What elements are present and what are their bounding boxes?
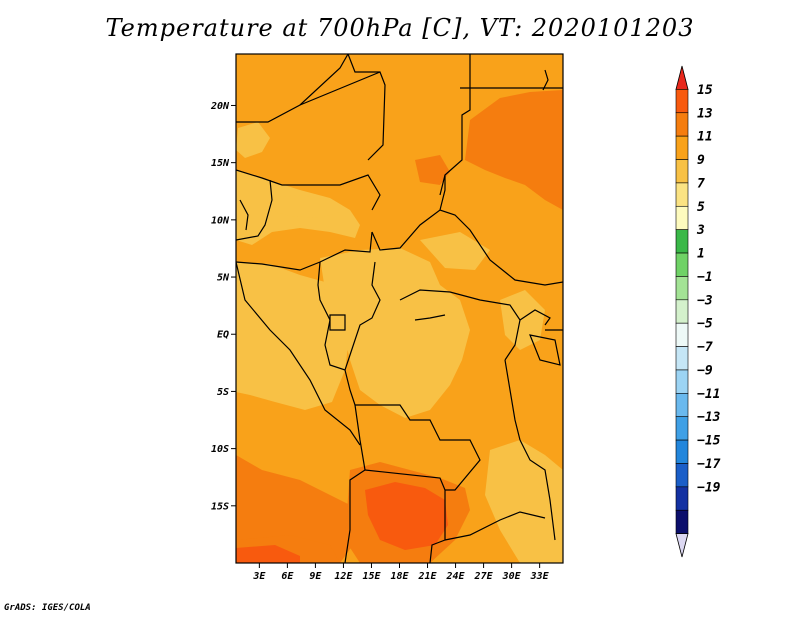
colorbar-swatch: [675, 439, 689, 464]
colorbar-swatch: [675, 299, 689, 324]
chart-title: Temperature at 700hPa [C], VT: 202010120…: [105, 14, 695, 42]
grads-credit: GrADS: IGES/COLA: [4, 603, 91, 613]
colorbar-swatch: [675, 112, 689, 137]
colorbar-swatch: [675, 89, 689, 114]
x-tick-label: 21E: [417, 571, 437, 582]
y-tick-label: 10N: [211, 215, 230, 226]
colorbar-swatch: [675, 393, 689, 418]
axis-ticks: 3E 6E 9E 12E 15E 18E 21E 24E 27E 30E 33E 20N 15N 10N 5…: [210, 101, 550, 582]
colorbar-swatch: [675, 135, 689, 160]
x-tick-label: 6E: [281, 571, 294, 582]
country-borders: [236, 54, 563, 563]
y-tick-label: 10S: [211, 444, 229, 455]
x-tick-label: 27E: [474, 571, 494, 582]
colorbar-label: −3: [697, 293, 713, 308]
y-tick-label: 20N: [210, 101, 230, 112]
colorbar-label: −5: [697, 317, 713, 332]
y-tick-label: 5S: [217, 387, 229, 398]
colorbar-swatch: [675, 276, 689, 301]
field-northeast-sudan-warm: [465, 90, 563, 210]
x-tick-label: 15E: [362, 571, 381, 582]
colorbar-label: −9: [697, 363, 713, 378]
colorbar-swatch: [675, 463, 689, 488]
x-tick-label: 18E: [390, 571, 409, 582]
y-tick-label: 15S: [211, 501, 229, 512]
x-tick-label: 3E: [252, 571, 266, 582]
field-southern-angola-warm: [236, 455, 360, 563]
colorbar-label: −13: [697, 410, 721, 425]
colorbar-swatch: [675, 229, 689, 254]
colorbar-swatch: [675, 322, 689, 347]
colorbar-label: −7: [697, 340, 713, 355]
field-sahel-cooler-band: [236, 122, 270, 158]
colorbar-label: 13: [697, 106, 713, 121]
field-west-coast-cool: [485, 440, 563, 563]
colorbar-swatch: [675, 182, 689, 207]
colorbar-swatch: [675, 252, 689, 277]
colorbar-swatch: [675, 346, 689, 371]
colorbar-label: 11: [697, 130, 713, 145]
colorbar-label: 7: [697, 176, 705, 191]
colorbar-label: −19: [697, 480, 721, 495]
colorbar-swatch: [675, 416, 689, 441]
colorbar-label: 5: [697, 200, 705, 215]
colorbar-label: −1: [697, 270, 713, 285]
temperature-field: [236, 54, 563, 563]
y-tick-label: EQ: [217, 330, 229, 341]
colorbar-label: −11: [697, 387, 720, 402]
field-kalahari-hotspot: [236, 545, 300, 563]
field-sahel-cooler-band: [500, 290, 545, 350]
colorbar-label: −17: [697, 457, 721, 472]
colorbar-top-triangle: [675, 65, 689, 90]
colorbar-label: 9: [697, 153, 705, 168]
x-tick-label: 9E: [309, 571, 322, 582]
colorbar-label: 15: [697, 83, 713, 98]
colorbar-bottom-triangle: [675, 533, 689, 558]
colorbar-swatch: [675, 509, 689, 534]
x-tick-label: 24E: [446, 571, 466, 582]
colorbar: 15 13 11 9 7 5 3 1 −1 −3 −5 −7 −9 −11 −13 −15 −17 −19: [675, 65, 721, 558]
field-west-coast-cool: [236, 262, 350, 410]
x-tick-label: 12E: [334, 571, 353, 582]
colorbar-label: −15: [697, 434, 721, 449]
colorbar-swatch: [675, 205, 689, 230]
colorbar-label: 3: [696, 223, 705, 238]
x-tick-label: 33E: [530, 571, 550, 582]
colorbar-swatch: [675, 369, 689, 394]
field-kalahari-hotspot: [365, 482, 448, 550]
colorbar-swatch: [675, 159, 689, 184]
field-sahel-cooler-band: [270, 195, 340, 218]
field-congo-basin-cool: [420, 232, 490, 270]
colorbar-label: 1: [697, 247, 705, 262]
y-tick-label: 15N: [211, 158, 230, 169]
y-tick-label: 5N: [217, 273, 230, 284]
field-northeast-sudan-warm: [415, 155, 450, 185]
x-tick-label: 30E: [502, 571, 522, 582]
colorbar-swatch: [675, 486, 689, 511]
